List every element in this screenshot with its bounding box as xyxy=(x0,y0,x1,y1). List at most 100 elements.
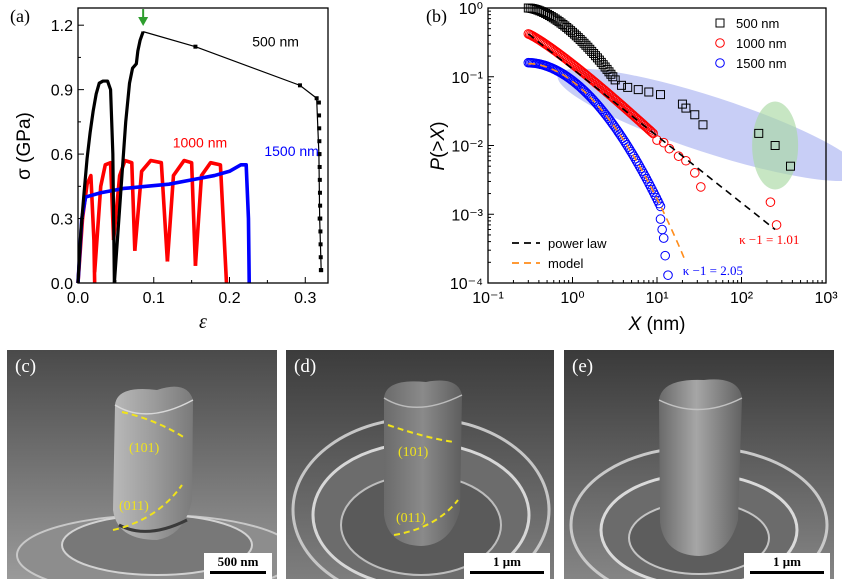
series-line xyxy=(133,158,170,262)
legend-marker xyxy=(715,38,725,48)
x-tick-label: 10⁰ xyxy=(560,290,584,307)
data-point xyxy=(646,127,657,137)
series-line xyxy=(165,158,198,266)
sem-image-e: (e) 1 μm xyxy=(564,350,834,579)
data-point xyxy=(643,176,653,187)
data-point xyxy=(624,144,635,155)
y-tick-label: 10⁻¹ xyxy=(451,70,483,87)
data-point xyxy=(785,161,795,171)
data-point xyxy=(690,110,700,120)
data-point xyxy=(681,155,691,166)
data-point xyxy=(698,120,708,130)
x-tick-label: 10² xyxy=(730,290,754,307)
data-point xyxy=(318,229,323,234)
data-point xyxy=(318,203,323,208)
x-axis-label: X (nm) xyxy=(627,314,685,335)
panel-a-label: (a) xyxy=(10,6,30,27)
legend-label: 1500 nm xyxy=(736,56,787,71)
panel-d-label: (d) xyxy=(294,356,317,377)
data-point xyxy=(630,153,640,164)
data-point xyxy=(658,233,669,243)
data-point xyxy=(317,164,322,169)
panel-e-label: (e) xyxy=(572,356,594,377)
data-point xyxy=(640,171,650,181)
data-point xyxy=(193,44,198,49)
x-tick-label: 10⁻¹ xyxy=(472,290,504,307)
data-point xyxy=(314,96,319,101)
x-tick-label: 0.1 xyxy=(143,290,165,307)
y-tick-label: 0.3 xyxy=(51,212,73,229)
y-tick-label: 1.2 xyxy=(51,18,73,35)
data-point xyxy=(636,163,646,174)
series-line xyxy=(92,160,116,273)
x-tick-label: 10¹ xyxy=(645,290,668,307)
scale-bar: 1 μm xyxy=(744,553,830,579)
series-line xyxy=(76,163,252,284)
miller-label-011: (011) xyxy=(119,499,149,514)
data-point xyxy=(655,214,666,224)
data-point xyxy=(610,75,620,85)
scale-bar: 500 nm xyxy=(204,553,272,579)
data-point xyxy=(318,268,323,273)
tick-labels: 10⁻¹ 10⁰ 10¹ 10² 10³ 10⁻⁴ 10⁻³ 10⁻² 10⁻¹ 10⁰ xyxy=(450,1,838,307)
legend-label: 500 nm xyxy=(736,16,779,31)
y-tick-label: 0.0 xyxy=(51,276,73,293)
plot-area: κ −1 = 1.01 κ −1 = 2.05 xyxy=(523,3,842,280)
data-point xyxy=(660,250,670,261)
data-point xyxy=(771,220,782,230)
y-tick-label: 0.6 xyxy=(51,147,73,164)
data-point xyxy=(645,181,656,192)
scale-bar-label: 1 μm xyxy=(493,554,521,569)
sem-image-d: (101) (011) (d) 1 μm xyxy=(286,350,554,579)
y-axis-label: P(>X) xyxy=(428,121,449,170)
data-point xyxy=(633,85,643,95)
data-point xyxy=(317,152,322,157)
x-tick-label: 0.3 xyxy=(294,290,316,307)
data-point xyxy=(655,201,666,212)
data-point xyxy=(616,80,626,90)
y-tick-label: 10⁻² xyxy=(451,139,483,156)
legend-marker xyxy=(715,18,725,28)
data-point xyxy=(317,113,322,118)
data-point xyxy=(648,187,659,198)
series-line xyxy=(76,79,116,284)
data-point xyxy=(681,103,691,113)
data-point xyxy=(316,100,321,105)
legend-label: model xyxy=(548,256,584,271)
panel-b-label: (b) xyxy=(426,6,447,27)
data-point xyxy=(623,142,633,152)
scale-bar-label: 1 μm xyxy=(773,554,801,569)
series-line xyxy=(193,160,229,284)
legend-marker xyxy=(715,58,725,68)
data-point xyxy=(317,177,322,182)
x-tick-label: 10³ xyxy=(814,290,838,307)
data-point xyxy=(317,126,322,131)
series-500nm-line xyxy=(112,31,145,284)
data-point xyxy=(318,216,323,221)
data-point xyxy=(645,126,656,136)
data-point xyxy=(644,87,654,97)
data-point xyxy=(765,197,776,207)
data-point xyxy=(647,184,657,195)
data-point xyxy=(318,255,323,260)
data-point xyxy=(297,83,302,88)
axes-frame xyxy=(77,7,329,284)
data-point xyxy=(638,168,649,179)
data-point xyxy=(655,90,665,100)
plot-area: 500 nm 1000 nm 1500 nm xyxy=(76,9,324,284)
series-label: 1500 nm xyxy=(264,143,318,159)
x-axis-label: ε xyxy=(199,311,207,333)
data-point xyxy=(641,173,652,184)
y-tick-label: 10⁰ xyxy=(459,1,483,18)
data-point xyxy=(623,82,633,92)
data-point xyxy=(634,161,645,171)
data-point xyxy=(633,158,643,169)
data-point xyxy=(663,270,673,280)
legend-label: 1000 nm xyxy=(736,36,787,51)
highlight-ellipse xyxy=(557,68,842,181)
annotation: κ −1 = 2.05 xyxy=(683,263,743,278)
scale-bar-label: 500 nm xyxy=(217,554,259,569)
miller-label-101: (101) xyxy=(398,445,429,460)
legend: 500 nm 1000 nm 1500 nm power law model xyxy=(512,16,787,271)
